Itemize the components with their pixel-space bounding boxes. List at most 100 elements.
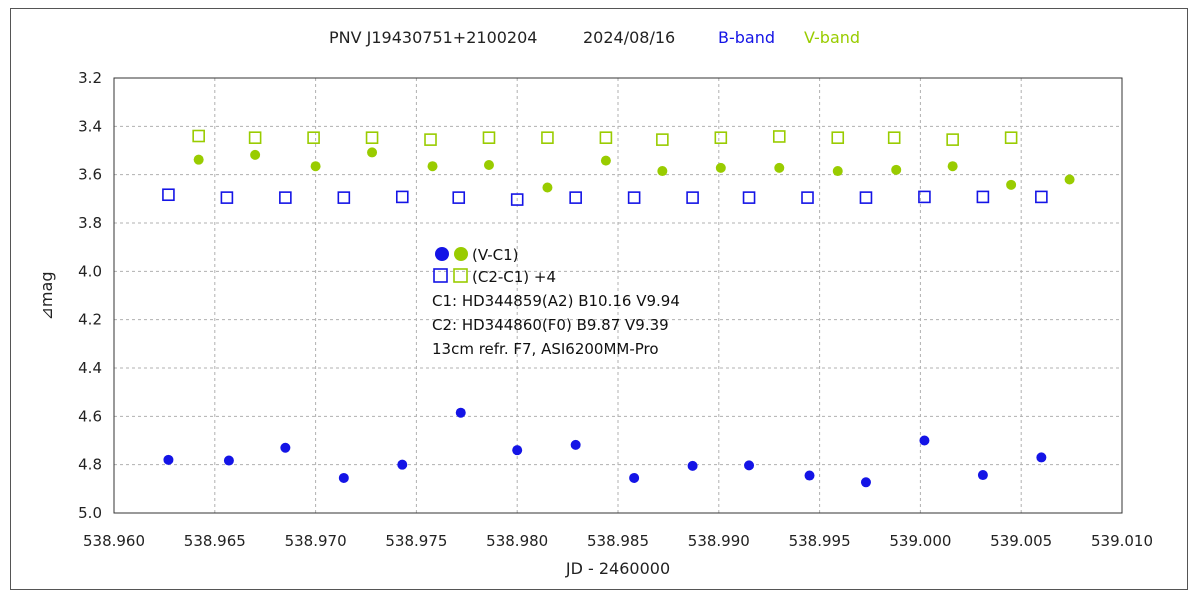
v-band-variable-point bbox=[310, 161, 321, 172]
v-band-comparison-point bbox=[831, 131, 845, 144]
v-band-comparison-point bbox=[714, 131, 728, 144]
chart-title-v-band: V-band bbox=[804, 28, 860, 47]
x-tick-label: 539.000 bbox=[889, 532, 951, 550]
v-band-comparison-point bbox=[424, 133, 437, 146]
b-band-variable-point bbox=[687, 460, 698, 471]
v-band-variable-point bbox=[657, 166, 668, 177]
b-band-comparison-point bbox=[337, 191, 351, 204]
y-tick-label: 4.8 bbox=[78, 456, 102, 474]
b-band-variable-point bbox=[570, 439, 581, 450]
legend-c2-text: C2: HD344860(F0) B9.87 V9.39 bbox=[432, 316, 669, 334]
v-band-comparison-point bbox=[1004, 131, 1018, 144]
v-band-comparison-point bbox=[365, 131, 379, 144]
x-tick-label: 538.980 bbox=[486, 532, 548, 550]
b-band-variable-point bbox=[455, 407, 466, 418]
b-band-comparison-point bbox=[742, 191, 756, 204]
x-axis-title: JD - 2460000 bbox=[565, 559, 670, 578]
x-tick-label: 538.995 bbox=[789, 532, 851, 550]
v-band-comparison-point bbox=[192, 129, 205, 143]
chart-title-date: 2024/08/16 bbox=[583, 28, 675, 47]
b-band-comparison-point bbox=[686, 191, 699, 204]
x-tick-label: 538.960 bbox=[83, 532, 145, 550]
b-band-variable-point bbox=[512, 445, 523, 456]
x-tick-label: 538.975 bbox=[385, 532, 447, 550]
legend-b-square-marker bbox=[433, 268, 448, 283]
v-band-variable-point bbox=[1064, 174, 1075, 185]
legend-instrument-text: 13cm refr. F7, ASI6200MM-Pro bbox=[432, 340, 659, 358]
b-band-comparison-point bbox=[918, 190, 931, 204]
v-band-variable-point bbox=[947, 161, 958, 172]
y-tick-label: 4.2 bbox=[78, 311, 102, 329]
b-band-variable-point bbox=[860, 477, 871, 488]
b-band-comparison-point bbox=[279, 191, 292, 204]
y-tick-label: 3.2 bbox=[78, 69, 102, 87]
v-band-variable-point bbox=[483, 160, 494, 170]
v-band-variable-point bbox=[891, 164, 902, 175]
y-tick-label: 3.8 bbox=[78, 214, 102, 232]
v-band-comparison-point bbox=[656, 133, 669, 146]
x-tick-label: 538.990 bbox=[688, 532, 750, 550]
y-tick-label: 4.0 bbox=[78, 262, 102, 280]
v-band-variable-point bbox=[193, 154, 204, 165]
v-band-comparison-point bbox=[887, 131, 901, 144]
v-band-comparison-point bbox=[599, 131, 613, 144]
legend: (V-C1) (C2-C1) +4 C1: HD344859(A2) B10.1… bbox=[432, 246, 680, 358]
v-band-variable-point bbox=[832, 166, 843, 177]
b-band-comparison-point bbox=[801, 191, 814, 204]
b-band-comparison-point bbox=[1035, 190, 1048, 204]
v-band-comparison-point bbox=[307, 131, 320, 144]
legend-v-square-marker bbox=[453, 268, 468, 283]
v-band-variable-point bbox=[367, 147, 378, 158]
data-points bbox=[162, 129, 1075, 488]
b-band-comparison-point bbox=[162, 188, 175, 202]
v-band-comparison-point bbox=[541, 131, 554, 144]
y-tick-label: 3.4 bbox=[78, 117, 102, 135]
x-tick-labels: 538.960 538.965 538.970 538.975 538.980 538.9… bbox=[83, 532, 1153, 550]
b-band-comparison-point bbox=[220, 191, 234, 204]
y-tick-label: 4.6 bbox=[78, 407, 102, 425]
legend-c1-text: C1: HD344859(A2) B10.16 V9.94 bbox=[432, 292, 680, 310]
legend-v-circle-marker bbox=[454, 247, 468, 261]
grid bbox=[114, 78, 1122, 513]
b-band-comparison-point bbox=[859, 191, 873, 204]
b-band-comparison-point bbox=[976, 190, 990, 204]
v-band-comparison-point bbox=[248, 131, 262, 144]
v-band-comparison-point bbox=[772, 130, 786, 143]
y-tick-label: 4.4 bbox=[78, 359, 102, 377]
v-band-comparison-point bbox=[482, 131, 496, 144]
v-band-variable-point bbox=[427, 161, 438, 172]
x-tick-label: 538.985 bbox=[587, 532, 649, 550]
v-band-comparison-point bbox=[946, 133, 959, 146]
x-tick-label: 538.970 bbox=[285, 532, 347, 550]
chart-title-b-band: B-band bbox=[718, 28, 775, 47]
b-band-variable-point bbox=[338, 472, 349, 483]
legend-line2-label: (C2-C1) +4 bbox=[472, 268, 556, 286]
x-tick-label: 539.010 bbox=[1091, 532, 1153, 550]
b-band-variable-point bbox=[977, 470, 988, 481]
v-band-variable-point bbox=[600, 155, 611, 166]
b-band-variable-point bbox=[919, 435, 930, 446]
b-band-variable-point bbox=[397, 459, 408, 470]
v-band-variable-point bbox=[250, 149, 261, 160]
x-tick-label: 539.005 bbox=[990, 532, 1052, 550]
b-band-comparison-point bbox=[569, 191, 582, 204]
v-band-variable-point bbox=[715, 162, 726, 173]
b-band-variable-point bbox=[629, 472, 640, 483]
b-band-variable-point bbox=[744, 460, 755, 471]
b-band-variable-point bbox=[163, 454, 174, 465]
y-tick-label: 3.6 bbox=[78, 166, 102, 184]
b-band-comparison-point bbox=[510, 193, 524, 206]
y-tick-labels: 3.2 3.4 3.6 3.8 4.0 4.2 4.4 4.6 4.8 5.0 bbox=[78, 69, 102, 522]
b-band-comparison-point bbox=[627, 191, 641, 204]
chart-title-object: PNV J19430751+2100204 bbox=[329, 28, 537, 47]
legend-line1-label: (V-C1) bbox=[472, 246, 519, 264]
b-band-variable-point bbox=[804, 470, 815, 481]
y-tick-label: 5.0 bbox=[78, 504, 102, 522]
plot-border bbox=[113, 77, 1123, 514]
v-band-variable-point bbox=[774, 162, 785, 173]
b-band-variable-point bbox=[1036, 452, 1047, 463]
v-band-variable-point bbox=[542, 182, 553, 193]
b-band-variable-point bbox=[280, 442, 291, 453]
v-band-variable-point bbox=[1006, 179, 1017, 190]
